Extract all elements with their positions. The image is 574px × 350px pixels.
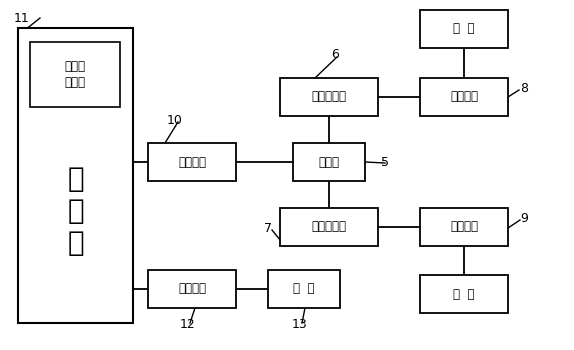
Text: 8: 8 [520,82,528,95]
Bar [420,208,508,246]
Bar [280,208,378,246]
Text: 电阻片: 电阻片 [319,155,339,168]
Text: 7: 7 [264,222,272,235]
Text: 角度输
入单元: 角度输 入单元 [64,61,86,89]
Bar [148,143,236,181]
Bar [18,28,133,323]
Text: 5: 5 [381,155,389,168]
Text: 13: 13 [292,318,308,331]
Bar [148,270,236,308]
Text: 电  源: 电 源 [453,22,475,35]
Text: 电  机: 电 机 [293,282,315,295]
Text: 第二端子: 第二端子 [450,220,478,233]
Bar [420,10,508,48]
Text: 控
制
器: 控 制 器 [67,164,84,257]
Text: 11: 11 [14,12,30,24]
Text: 顺逆开关: 顺逆开关 [178,282,206,295]
Text: 第三端子: 第三端子 [178,155,206,168]
Text: 第一端子: 第一端子 [450,91,478,104]
Text: 12: 12 [180,318,196,331]
Bar [268,270,340,308]
Text: 6: 6 [331,49,339,62]
Bar [293,143,365,181]
Bar [420,275,508,313]
Text: 第一金属片: 第一金属片 [312,91,347,104]
Text: 地  端: 地 端 [453,287,475,301]
Bar [420,78,508,116]
Bar [30,42,120,107]
Text: 10: 10 [167,113,183,126]
Bar [280,78,378,116]
Text: 9: 9 [520,211,528,224]
Text: 第二金属片: 第二金属片 [312,220,347,233]
